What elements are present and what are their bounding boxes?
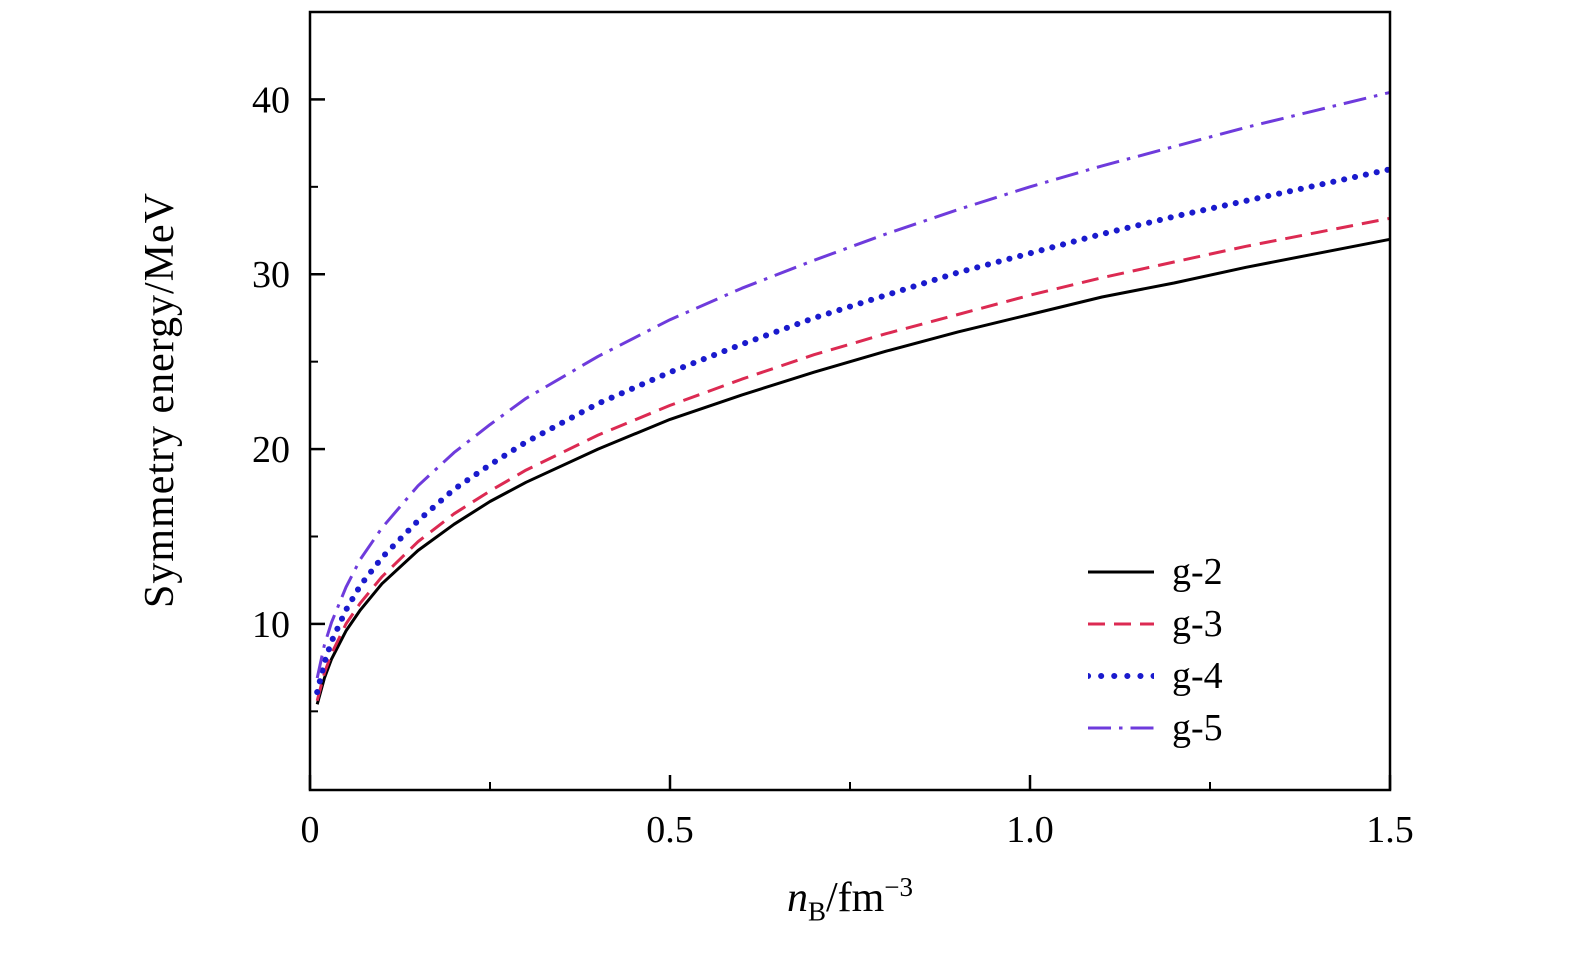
legend: g-2 g-3 g-4 g-5 (1088, 546, 1223, 754)
series-line-g-2 (315, 237, 1391, 705)
x-axis-symbol: n (786, 875, 808, 921)
legend-label: g-5 (1172, 707, 1223, 749)
legend-label: g-4 (1172, 655, 1223, 697)
x-tick-label: 1.0 (1006, 809, 1054, 851)
y-tick-label: 20 (252, 429, 290, 471)
series-line-g-4 (314, 166, 1393, 696)
y-axis-title: Symmetry energy/MeV (137, 192, 183, 608)
legend-line-sample (1088, 726, 1154, 730)
series-line-g-5 (315, 90, 1391, 679)
legend-item: g-5 (1088, 702, 1223, 754)
y-tick-label: 10 (252, 604, 290, 646)
x-axis-title: nB/fm−3 (787, 872, 913, 927)
x-axis-unit: /fm (825, 875, 885, 921)
legend-line-sample (1088, 673, 1154, 679)
legend-label: g-3 (1172, 603, 1223, 645)
x-tick-label: 0.5 (646, 809, 694, 851)
axes-frame (308, 10, 1392, 792)
x-tick-label: 1.5 (1366, 809, 1414, 851)
legend-line-sample (1088, 570, 1154, 574)
legend-item: g-3 (1088, 598, 1223, 650)
legend-item: g-4 (1088, 650, 1223, 702)
legend-line-sample (1088, 622, 1154, 626)
series-line-g-3 (315, 216, 1391, 702)
legend-label: g-2 (1172, 551, 1223, 593)
x-axis-subscript: B (807, 896, 826, 927)
y-tick-label: 30 (252, 254, 290, 296)
legend-item: g-2 (1088, 546, 1223, 598)
y-tick-label: 40 (252, 79, 290, 121)
x-tick-label: 0 (301, 809, 320, 851)
x-axis-exponent: −3 (884, 872, 914, 902)
